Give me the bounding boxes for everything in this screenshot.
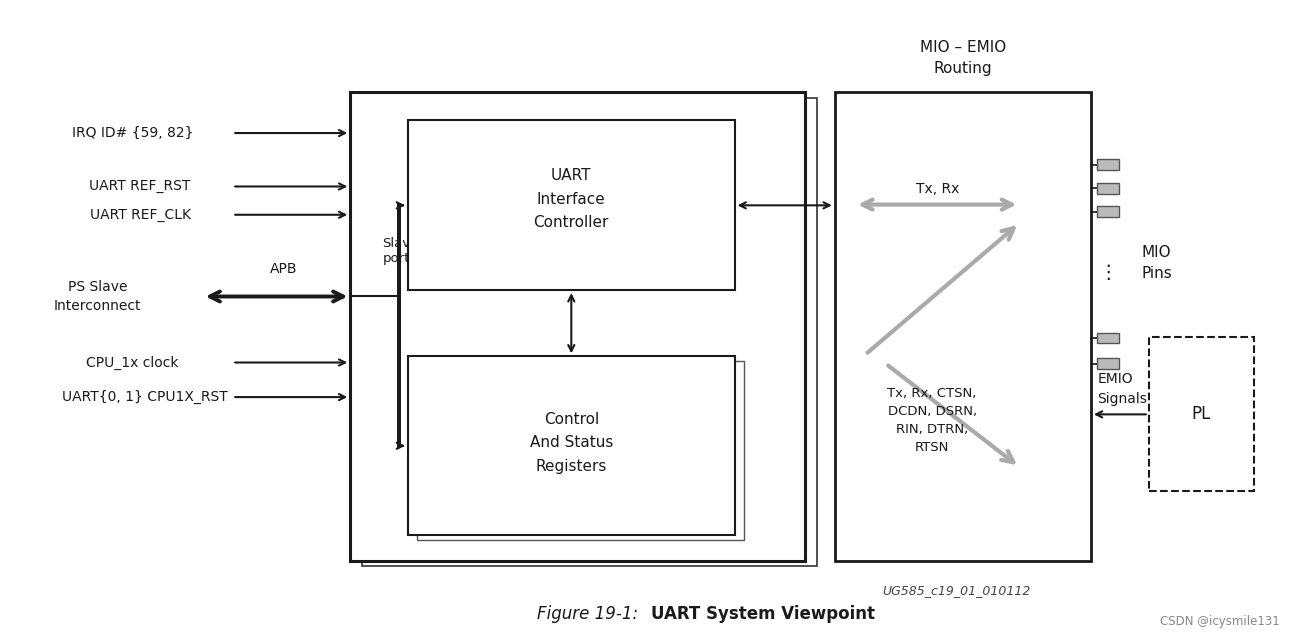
Text: PL: PL [1192,405,1211,424]
Text: ⋮: ⋮ [1099,263,1118,282]
Text: Tx, Rx, CTSN,
DCDN, DSRN,
RIN, DTRN,
RTSN: Tx, Rx, CTSN, DCDN, DSRN, RIN, DTRN, RTS… [888,387,977,454]
Text: MIO
Pins: MIO Pins [1142,245,1171,281]
Text: UART{0, 1} CPU1X_RST: UART{0, 1} CPU1X_RST [62,390,228,404]
Bar [1098,183,1120,194]
Text: UG585_c19_01_010112: UG585_c19_01_010112 [882,583,1031,597]
Text: APB: APB [270,262,297,276]
Bar [361,98,817,566]
Text: Slave
ports: Slave ports [382,236,418,264]
Bar [1098,333,1120,343]
Text: MIO – EMIO
Routing: MIO – EMIO Routing [920,41,1006,76]
Bar [426,365,752,544]
Bar [417,361,744,540]
Text: UART REF_RST: UART REF_RST [89,180,191,194]
Text: CPU_1x clock: CPU_1x clock [86,355,178,369]
Bar [408,120,735,290]
Text: PS Slave
Interconnect: PS Slave Interconnect [54,280,142,313]
Bar [835,92,1091,561]
Bar [1098,159,1120,170]
Bar [417,125,726,286]
Text: Figure 19-1:: Figure 19-1: [538,605,639,623]
Text: UART
Interface
Controller: UART Interface Controller [534,168,609,230]
Bar [1098,206,1120,217]
Text: UART System Viewpoint: UART System Viewpoint [651,605,876,623]
Text: UART REF_CLK: UART REF_CLK [89,208,191,222]
Bar [408,356,735,535]
Bar [1148,338,1254,491]
Text: Tx, Rx: Tx, Rx [916,182,958,196]
Text: Control
And Status
Registers: Control And Status Registers [530,412,613,473]
Text: IRQ ID# {59, 82}: IRQ ID# {59, 82} [71,126,194,140]
Bar [350,92,805,561]
Text: EMIO
Signals: EMIO Signals [1098,373,1147,406]
Text: CSDN @icysmile131: CSDN @icysmile131 [1160,615,1280,628]
Bar [1098,359,1120,369]
